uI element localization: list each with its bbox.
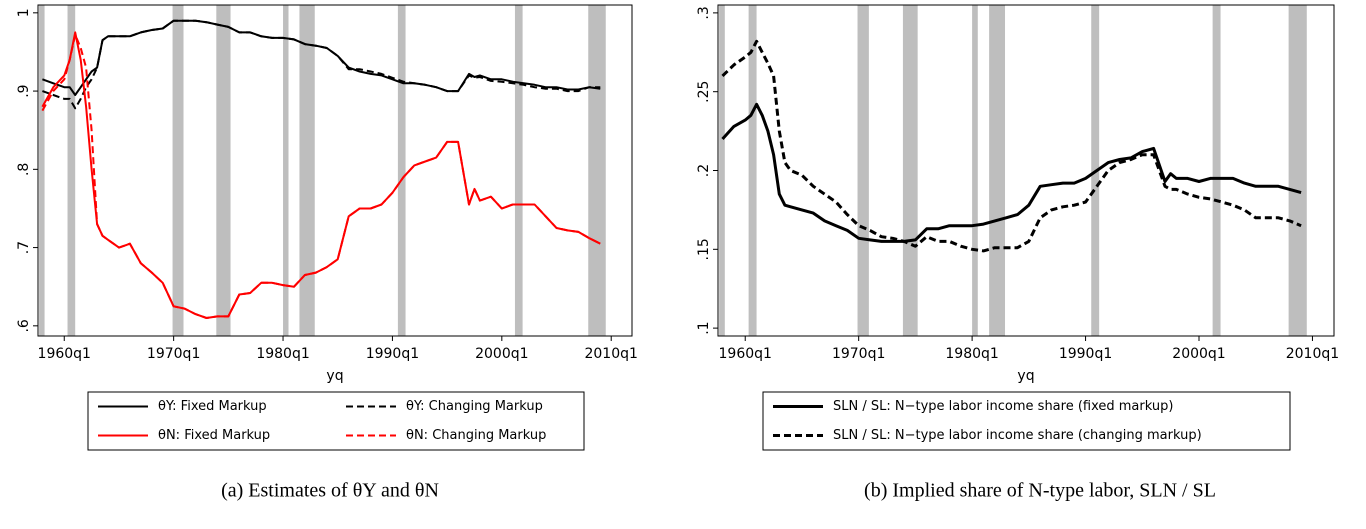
recession-band bbox=[39, 5, 45, 336]
x-tick-label: 1970q1 bbox=[832, 346, 885, 362]
recession-band bbox=[514, 5, 523, 336]
recession-band bbox=[67, 5, 76, 336]
legend-label: θN: Fixed Markup bbox=[158, 428, 270, 443]
legend-label: θY: Changing Markup bbox=[406, 399, 543, 414]
recession-band bbox=[172, 5, 184, 336]
x-tick-label: 2010q1 bbox=[584, 346, 637, 362]
recession-band bbox=[902, 5, 918, 336]
series-line bbox=[721, 102, 1302, 243]
legend-box bbox=[87, 391, 585, 451]
caption: (a) Estimates of θY and θN bbox=[221, 480, 439, 502]
series-line bbox=[42, 19, 601, 110]
recession-band bbox=[397, 5, 406, 336]
x-axis-label: yq bbox=[1017, 368, 1034, 384]
y-tick-label: 1 bbox=[16, 8, 32, 17]
x-tick-label: 1960q1 bbox=[38, 346, 91, 362]
recession-band bbox=[719, 5, 725, 336]
recession-band bbox=[857, 5, 869, 336]
legend-label: SLN / SL: N−type labor income share (cha… bbox=[833, 428, 1202, 443]
x-axis-label: yq bbox=[326, 368, 343, 384]
recession-band bbox=[1288, 5, 1307, 336]
y-tick-label: .25 bbox=[696, 81, 712, 103]
x-tick-label: 1970q1 bbox=[147, 346, 200, 362]
legend-label: SLN / SL: N−type labor income share (fix… bbox=[833, 399, 1173, 414]
y-tick-label: .2 bbox=[696, 164, 712, 177]
plot-frame bbox=[37, 4, 633, 337]
plot-area bbox=[718, 5, 1334, 336]
y-tick-label: .7 bbox=[16, 241, 32, 254]
recession-band bbox=[283, 5, 289, 336]
caption: (b) Implied share of N-type labor, SLN /… bbox=[864, 480, 1216, 502]
y-tick-label: .3 bbox=[696, 6, 712, 19]
recession-band bbox=[989, 5, 1006, 336]
x-tick-label: 1990q1 bbox=[1059, 346, 1112, 362]
recession-band bbox=[1212, 5, 1221, 336]
x-tick-label: 1990q1 bbox=[366, 346, 419, 362]
recession-band bbox=[216, 5, 231, 336]
x-tick-label: 1980q1 bbox=[945, 346, 998, 362]
y-tick-label: .8 bbox=[16, 163, 32, 176]
series-line bbox=[721, 39, 1302, 253]
y-tick-label: .15 bbox=[696, 238, 712, 260]
recession-band bbox=[972, 5, 978, 336]
recession-band bbox=[299, 5, 315, 336]
plot-area bbox=[38, 5, 632, 336]
recession-band bbox=[748, 5, 757, 336]
legend-box bbox=[762, 391, 1291, 451]
y-tick-label: .6 bbox=[16, 319, 32, 332]
legend-label: θY: Fixed Markup bbox=[158, 399, 267, 414]
series-line bbox=[41, 33, 601, 319]
x-tick-label: 1960q1 bbox=[719, 346, 772, 362]
x-tick-label: 2000q1 bbox=[475, 346, 528, 362]
legend-label: θN: Changing Markup bbox=[406, 428, 546, 443]
y-tick-label: .1 bbox=[696, 321, 712, 334]
x-tick-label: 1980q1 bbox=[256, 346, 309, 362]
x-tick-label: 2010q1 bbox=[1286, 346, 1339, 362]
recession-band bbox=[588, 5, 606, 336]
y-tick-label: .9 bbox=[16, 84, 32, 97]
x-tick-label: 2000q1 bbox=[1172, 346, 1225, 362]
